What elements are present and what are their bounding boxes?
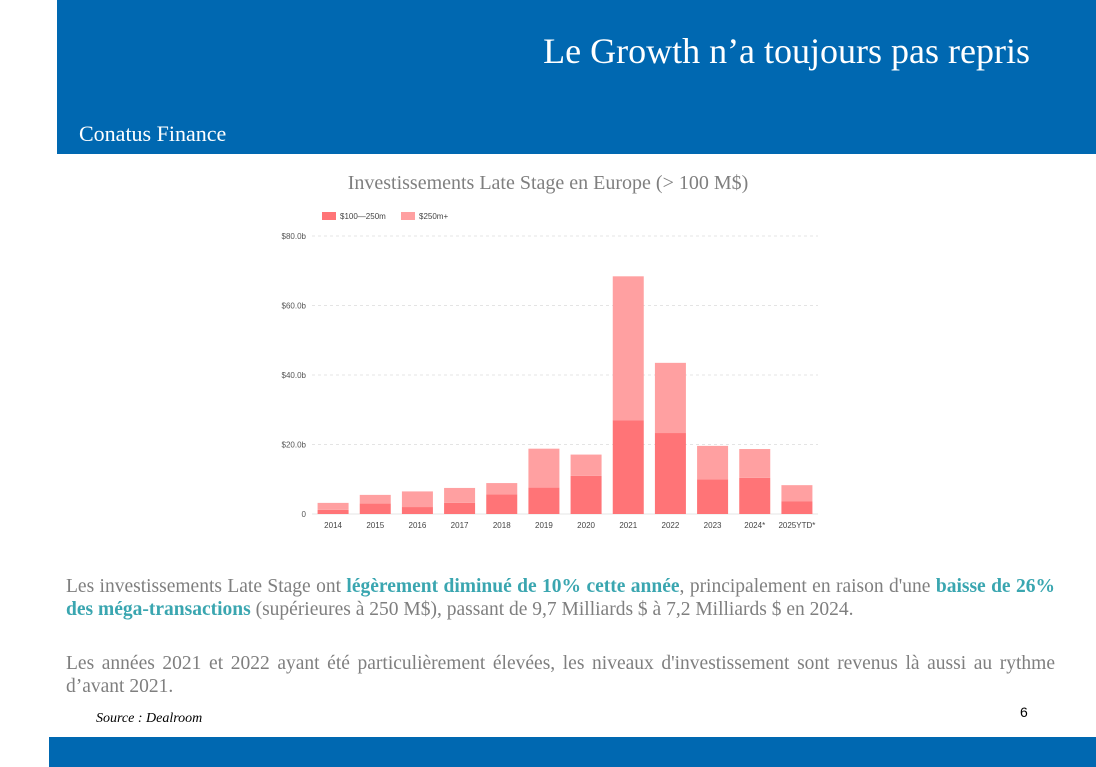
- chart-title: Investissements Late Stage en Europe (> …: [0, 172, 1096, 195]
- bar-mega-2021: [612, 276, 644, 421]
- x-tick-label: 2015: [366, 521, 384, 530]
- page-number: 6: [1020, 704, 1028, 720]
- bar-small-2014: [317, 509, 349, 514]
- legend-swatch: [401, 212, 415, 220]
- legend-label: $250m+: [419, 212, 448, 221]
- bar-mega-2014: [317, 502, 349, 510]
- bar-small-2017: [444, 502, 476, 514]
- bar-small-2021: [612, 420, 644, 514]
- bar-small-2024*: [739, 477, 771, 514]
- p1-text-2: , principalement en raison d'une: [679, 576, 936, 597]
- bar-chart: 0$20.0b$40.0b$60.0b$80.0b 2014 2015 2016 20…: [282, 212, 818, 530]
- x-tick-label: 2024*: [744, 521, 765, 530]
- bar-mega-2025YTD*: [781, 485, 813, 502]
- p1-highlight-2: baisse de 26% des méga-transactions: [66, 576, 1055, 620]
- y-tick-label: $40.0b: [282, 371, 307, 380]
- bar-mega-2022: [654, 362, 686, 434]
- bar-mega-2020: [570, 454, 602, 476]
- bar-small-2016: [401, 507, 433, 514]
- bar-small-2019: [528, 487, 560, 514]
- y-tick-label: 0: [302, 510, 307, 519]
- y-tick-label: $20.0b: [282, 441, 307, 450]
- x-tick-label: 2019: [535, 521, 553, 530]
- p1-text-1: Les investissements Late Stage ont: [66, 576, 347, 597]
- x-axis-ticks: 2014 2015 2016 2017 2018 2019 2020 2021 2022 2023…: [324, 521, 815, 530]
- brand-name: Conatus Finance: [79, 121, 227, 146]
- p1-highlight-1: légèrement diminué de 10% cette année: [346, 576, 680, 597]
- bar-mega-2015: [359, 494, 391, 504]
- bar-mega-2024*: [739, 449, 771, 478]
- x-tick-label: 2017: [451, 521, 469, 530]
- paragraph-1: Les investissements Late Stage ont légèr…: [66, 575, 1055, 621]
- y-tick-label: $60.0b: [282, 302, 307, 311]
- bar-small-2020: [570, 475, 602, 514]
- bar-mega-2019: [528, 448, 560, 488]
- bar-mega-2017: [444, 487, 476, 503]
- x-tick-label: 2021: [619, 521, 637, 530]
- x-tick-label: 2022: [662, 521, 680, 530]
- x-tick-label: 2025YTD*: [778, 521, 815, 530]
- chart-title-text: Investissements Late Stage en Europe (> …: [347, 172, 749, 194]
- header-banner: Le Growth n’a toujours pas repris Conatu…: [57, 0, 1096, 154]
- bar-mega-2018: [486, 483, 518, 495]
- y-tick-label: $80.0b: [282, 232, 307, 241]
- p1-text-3: (supérieures à 250 M$), passant de 9,7 M…: [250, 599, 854, 620]
- x-tick-label: 2023: [704, 521, 722, 530]
- legend-label: $100—250m: [340, 212, 386, 221]
- legend-swatch: [322, 212, 336, 220]
- chart-bars: [317, 276, 813, 514]
- bar-mega-2023: [697, 445, 729, 480]
- y-axis-ticks: 0 $20.0b $40.0b $60.0b $80.0b: [282, 232, 307, 519]
- x-tick-label: 2014: [324, 521, 342, 530]
- x-tick-label: 2020: [577, 521, 595, 530]
- bar-small-2023: [697, 479, 729, 514]
- bar-mega-2016: [401, 491, 433, 508]
- x-tick-label: 2016: [409, 521, 427, 530]
- footer-banner: [49, 737, 1096, 767]
- paragraph-2: Les années 2021 et 2022 ayant été partic…: [66, 653, 1055, 697]
- slide-title: Le Growth n’a toujours pas repris: [543, 31, 1030, 71]
- bar-small-2018: [486, 494, 518, 514]
- chart-grid: [312, 235, 818, 515]
- bar-small-2015: [359, 503, 391, 514]
- source-note: Source : Dealroom: [96, 711, 203, 726]
- bar-small-2025YTD*: [781, 501, 813, 514]
- chart-legend: $100—250m $250m+: [322, 212, 448, 221]
- bar-small-2022: [654, 433, 686, 514]
- x-tick-label: 2018: [493, 521, 511, 530]
